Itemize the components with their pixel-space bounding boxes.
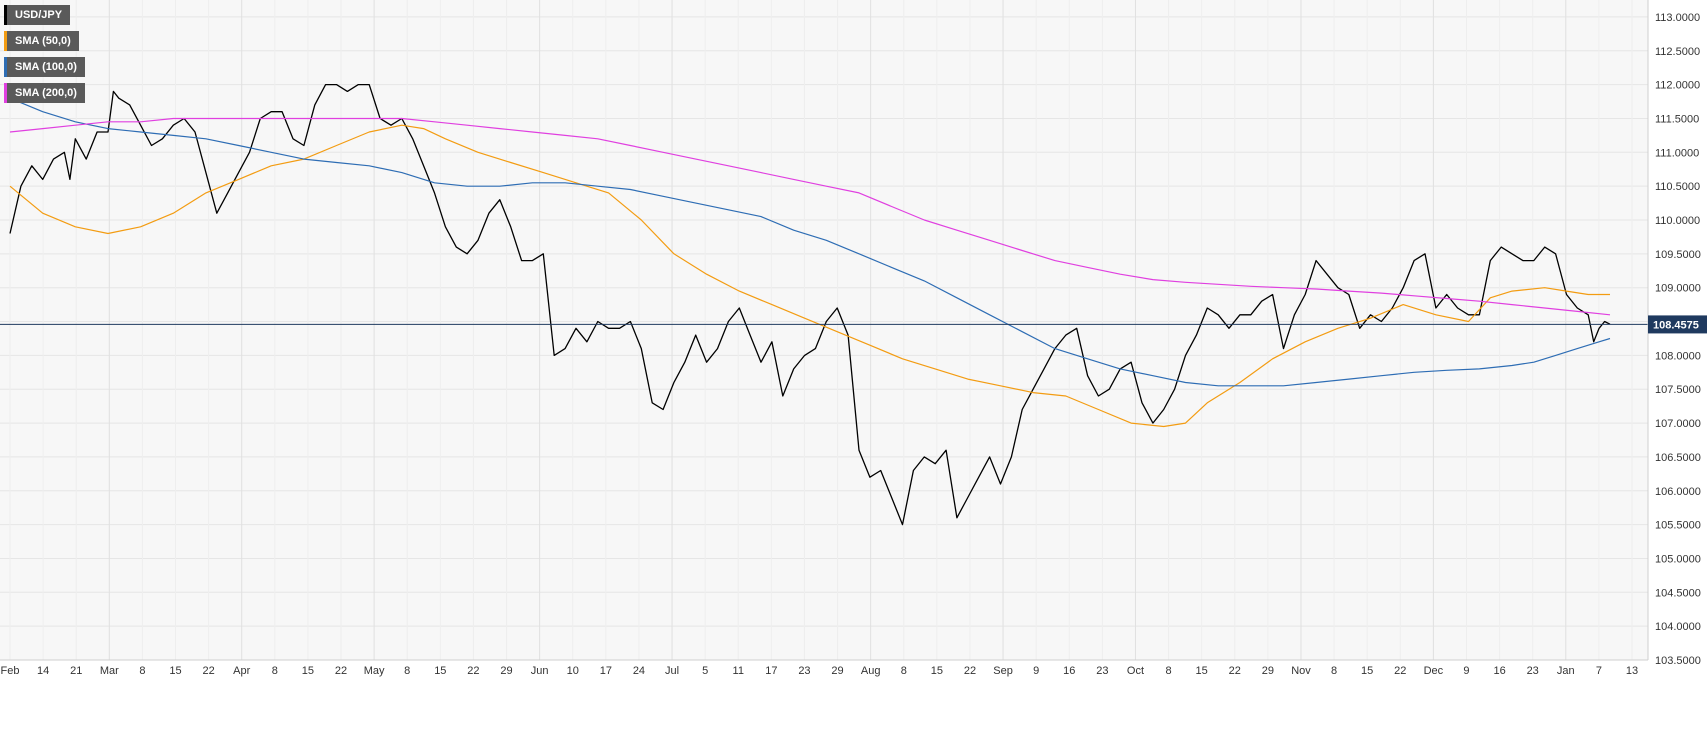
x-tick-label: 15 <box>1196 665 1208 677</box>
legend-label: SMA (50,0) <box>7 31 79 51</box>
x-tick-label: Sep <box>993 665 1013 677</box>
x-tick-label: 8 <box>1166 665 1172 677</box>
x-tick-label: Jan <box>1557 665 1575 677</box>
x-tick-label: 23 <box>798 665 810 677</box>
y-tick-label: 111.5000 <box>1655 113 1699 125</box>
series-line-sma-100-0 <box>9 97 1611 387</box>
legend-swatch <box>4 31 7 51</box>
y-tick-label: 106.5000 <box>1655 452 1701 464</box>
x-tick-label: Feb <box>1 665 20 677</box>
y-tick-label: 112.0000 <box>1655 80 1700 92</box>
x-tick-label: Jul <box>665 665 679 677</box>
y-tick-label: 103.5000 <box>1655 655 1701 667</box>
x-tick-label: 29 <box>831 665 843 677</box>
legend-label: SMA (200,0) <box>7 83 85 103</box>
x-tick-label: 9 <box>1033 665 1039 677</box>
x-tick-label: 17 <box>765 665 777 677</box>
x-tick-label: 14 <box>37 665 49 677</box>
y-tick-label: 108.0000 <box>1655 350 1701 362</box>
x-tick-label: 22 <box>335 665 347 677</box>
last-price-tag-text: 108.4575 <box>1653 319 1699 331</box>
y-tick-label: 110.0000 <box>1655 215 1700 227</box>
x-axis: Feb 14 21 Mar 8 15 22 Apr 8 15 22 May 8 15 22 29 Jun 10 17… <box>1 665 1639 677</box>
x-tick-label: Aug <box>861 665 881 677</box>
y-tick-label: 109.5000 <box>1655 249 1701 261</box>
legend-swatch <box>4 57 7 77</box>
x-tick-label: 24 <box>633 665 645 677</box>
series-line-sma-50-0 <box>9 124 1610 428</box>
legend-item-sma50[interactable]: SMA (50,0) <box>4 31 85 51</box>
x-tick-label: 8 <box>272 665 278 677</box>
y-tick-label: 109.0000 <box>1655 283 1701 295</box>
last-price-tag: 108.4575 <box>1648 315 1707 334</box>
x-tick-label: 15 <box>1361 665 1373 677</box>
x-tick-label: 15 <box>302 665 314 677</box>
x-tick-label: 16 <box>1493 665 1505 677</box>
x-tick-label: 7 <box>1596 665 1602 677</box>
legend-label: SMA (100,0) <box>7 57 85 77</box>
x-tick-label: 13 <box>1626 665 1638 677</box>
y-tick-label: 111.0000 <box>1655 147 1699 159</box>
last-price-tag-bg <box>1648 315 1707 334</box>
x-tick-label: 8 <box>901 665 907 677</box>
y-tick-label: 104.5000 <box>1655 587 1701 599</box>
x-tick-label: 9 <box>1463 665 1469 677</box>
x-tick-label: 29 <box>500 665 512 677</box>
legend-item-sma200[interactable]: SMA (200,0) <box>4 83 85 103</box>
legend-swatch <box>4 5 7 25</box>
x-tick-label: Dec <box>1424 665 1444 677</box>
x-tick-label: 22 <box>467 665 479 677</box>
legend-label: USD/JPY <box>7 5 71 25</box>
legend-swatch <box>4 83 7 103</box>
y-tick-label: 107.0000 <box>1655 418 1701 430</box>
x-tick-label: Oct <box>1127 665 1144 677</box>
x-tick-label: 8 <box>139 665 145 677</box>
y-tick-label: 105.5000 <box>1655 520 1701 532</box>
series-layer <box>0 83 1648 526</box>
plot-area <box>0 0 1648 660</box>
x-tick-label: 15 <box>169 665 181 677</box>
x-tick-label: 23 <box>1096 665 1108 677</box>
y-tick-label: 107.5000 <box>1655 384 1701 396</box>
x-tick-label: 5 <box>702 665 708 677</box>
x-tick-label: Nov <box>1291 665 1311 677</box>
x-tick-label: 15 <box>931 665 943 677</box>
x-tick-label: Jun <box>531 665 549 677</box>
x-tick-label: 22 <box>964 665 976 677</box>
x-tick-label: May <box>364 665 385 677</box>
y-tick-label: 112.5000 <box>1655 46 1700 58</box>
x-tick-label: 11 <box>733 665 744 677</box>
y-tick-label: 110.5000 <box>1655 181 1700 193</box>
x-tick-label: 21 <box>70 665 82 677</box>
x-tick-label: 8 <box>1331 665 1337 677</box>
x-tick-label: 16 <box>1063 665 1075 677</box>
x-tick-label: 15 <box>434 665 446 677</box>
x-tick-label: 29 <box>1262 665 1274 677</box>
y-tick-label: 113.0000 <box>1655 12 1700 24</box>
legend: USD/JPY SMA (50,0) SMA (100,0) SMA (200,… <box>4 5 85 109</box>
x-tick-label: 22 <box>1394 665 1406 677</box>
x-tick-label: Apr <box>233 665 250 677</box>
series-line-sma-200-0 <box>9 117 1611 316</box>
y-tick-label: 105.0000 <box>1655 553 1701 565</box>
x-tick-label: 8 <box>404 665 410 677</box>
x-tick-label: 23 <box>1527 665 1539 677</box>
y-tick-label: 104.0000 <box>1655 621 1701 633</box>
y-tick-label: 106.0000 <box>1655 486 1701 498</box>
y-axis: 103.5000 104.0000 104.5000 105.0000 105.5000… <box>1655 12 1701 667</box>
legend-item-sma100[interactable]: SMA (100,0) <box>4 57 85 77</box>
x-tick-label: 22 <box>202 665 214 677</box>
x-tick-label: 17 <box>600 665 612 677</box>
x-tick-label: 10 <box>567 665 579 677</box>
legend-item-usdjpy[interactable]: USD/JPY <box>4 5 85 25</box>
x-tick-label: 22 <box>1229 665 1241 677</box>
grid-lines <box>0 0 1648 661</box>
x-tick-label: Mar <box>100 665 119 677</box>
